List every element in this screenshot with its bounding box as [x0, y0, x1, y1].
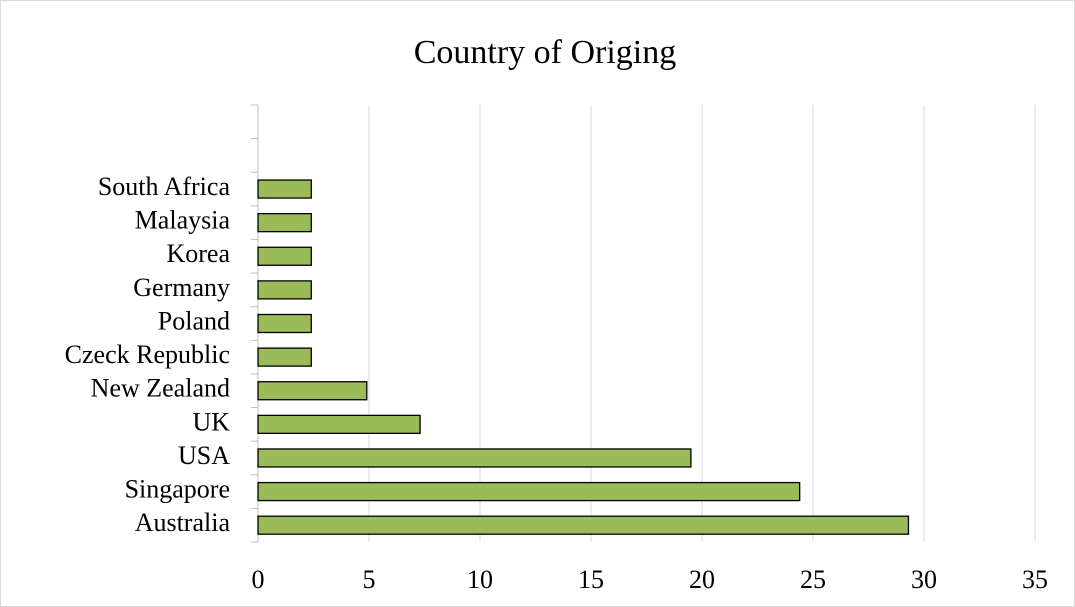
bar	[257, 481, 801, 502]
bar	[257, 280, 312, 300]
bar	[257, 347, 312, 367]
bar	[257, 246, 312, 266]
bar	[257, 381, 368, 401]
bar	[257, 179, 312, 199]
x-tick-label: 30	[911, 565, 937, 594]
y-tick-label: USA	[178, 441, 230, 470]
x-tick-label: 0	[252, 565, 265, 594]
x-tick-label: 25	[800, 565, 826, 594]
x-tick-label: 10	[467, 565, 493, 594]
y-tick-label: Malaysia	[135, 206, 231, 235]
x-tick-label: 20	[689, 565, 715, 594]
y-tick-label: UK	[192, 407, 230, 436]
bar	[257, 213, 312, 233]
x-tick-label: 35	[1022, 565, 1048, 594]
y-tick-label: New Zealand	[91, 374, 230, 403]
bar	[257, 313, 312, 334]
y-tick-label: Germany	[133, 273, 230, 302]
y-tick-label: Australia	[135, 508, 231, 537]
y-tick-label: Czeck Republic	[65, 340, 230, 369]
y-tick-label: Korea	[166, 239, 230, 268]
y-tick-label: Singapore	[125, 475, 230, 504]
y-tick-label: Poland	[158, 306, 230, 335]
x-tick-label: 15	[578, 565, 604, 594]
bar	[257, 414, 421, 434]
x-tick-label: 5	[363, 565, 376, 594]
chart-title: Country of Origing	[414, 34, 677, 71]
y-tick-label: South Africa	[98, 172, 231, 201]
bar	[257, 515, 910, 535]
bar	[257, 448, 692, 468]
